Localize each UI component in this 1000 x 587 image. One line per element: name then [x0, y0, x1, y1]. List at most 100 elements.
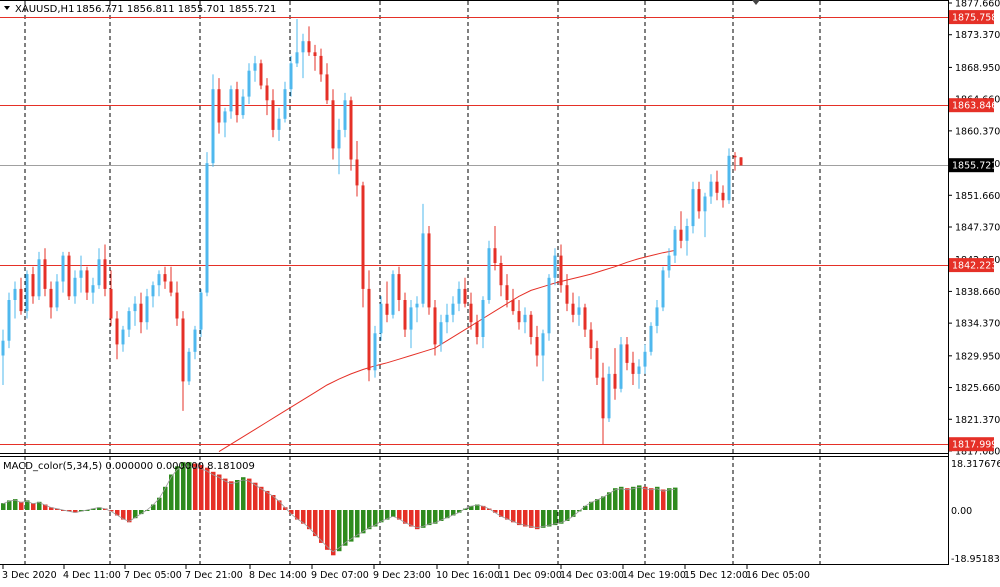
macd-bar [259, 486, 264, 510]
candle-body [103, 259, 107, 289]
candle [109, 270, 113, 326]
macd-bar [469, 505, 474, 510]
candle-body [337, 129, 341, 149]
candle-body [109, 288, 113, 319]
horizontal-levels [0, 17, 948, 445]
candle-body [25, 274, 29, 312]
macd-bar [319, 510, 324, 543]
candle [613, 348, 617, 400]
macd-bar [127, 510, 132, 523]
macd-bar [529, 510, 534, 528]
macd-bar [229, 481, 234, 510]
candle [151, 281, 155, 308]
macd-bar [85, 510, 90, 511]
candle-body [559, 255, 563, 286]
time-axis: 3 Dec 2020 4 Dec 11:00 7 Dec 05:00 7 Dec 21… [2, 565, 810, 581]
candle-body [487, 248, 491, 300]
candle [97, 248, 101, 289]
candle [415, 296, 419, 323]
macd-bar [661, 489, 666, 510]
candle-body [631, 362, 635, 374]
candle [31, 266, 35, 304]
candle [529, 311, 533, 345]
candle-body [649, 325, 653, 352]
level-price-label: 1817.999 [952, 440, 997, 451]
candle-body [739, 157, 743, 166]
symbol-label: XAUUSD,H1 [15, 4, 74, 15]
dropdown-triangle-icon[interactable] [4, 6, 10, 10]
candle-body [283, 89, 287, 119]
candle [637, 359, 641, 389]
macd-bar [643, 486, 648, 510]
time-tick-label: 9 Dec 23:00 [373, 570, 431, 581]
candle-body [277, 118, 281, 130]
candle-body [121, 329, 125, 345]
macd-bar [31, 503, 36, 510]
candle [487, 240, 491, 304]
candle-body [37, 259, 41, 297]
candle [457, 281, 461, 312]
macd-bar [595, 499, 600, 510]
level-price-label: 1842.223 [952, 261, 997, 272]
candle [505, 274, 509, 308]
chart-shift-marker-icon[interactable] [752, 0, 760, 5]
price-tick-label: 1860.370 [955, 126, 1000, 137]
candle-body [523, 314, 527, 323]
candle [727, 148, 731, 204]
candle [103, 244, 107, 297]
candle [253, 55, 257, 82]
candle [655, 300, 659, 334]
candle-body [151, 285, 155, 297]
macd-bar [499, 510, 504, 517]
candle [559, 244, 563, 293]
candle-body [583, 307, 587, 330]
macd-bar [445, 510, 450, 519]
candle-body [397, 274, 401, 300]
candle-body [595, 348, 599, 378]
macd-signal-line [2, 465, 676, 553]
candle [295, 19, 299, 67]
candle [61, 251, 65, 293]
candle-body [475, 322, 479, 337]
macd-bar [73, 510, 78, 513]
price-tick-label: 1821.370 [955, 415, 1000, 426]
candle-body [643, 351, 647, 367]
candle-body [391, 274, 395, 315]
macd-bar [43, 504, 48, 510]
candle-body [205, 163, 209, 293]
macd-bar [211, 471, 216, 510]
candle [235, 81, 239, 123]
macd-bar [511, 510, 516, 523]
candle-body [301, 41, 305, 53]
candle [367, 270, 371, 382]
moving-average-line [218, 249, 676, 453]
candle-body [175, 292, 179, 319]
indicator-scale-top: 18.317676 [951, 459, 1000, 470]
candle-body [331, 100, 335, 149]
candle-body [85, 270, 89, 293]
macd-bar [103, 508, 108, 510]
macd-bar [619, 486, 624, 510]
candle [19, 277, 23, 315]
candle [499, 255, 503, 297]
macd-bar [517, 510, 522, 526]
price-tick-label: 1825.660 [955, 383, 1000, 394]
candle-body [589, 329, 593, 349]
candle-body [235, 89, 239, 116]
candle-body [91, 285, 95, 293]
grid-lines [24, 1, 821, 564]
macd-bar [367, 510, 372, 530]
macd-bar [91, 508, 96, 510]
macd-bar [667, 488, 672, 510]
candle [553, 248, 557, 286]
candle-body [1, 340, 5, 356]
macd-bar [55, 508, 60, 510]
candle-body [565, 285, 569, 304]
candle-body [49, 288, 53, 308]
candle [127, 307, 131, 337]
macd-bar [373, 510, 378, 527]
macd-bar [565, 510, 570, 521]
candle [523, 307, 527, 334]
